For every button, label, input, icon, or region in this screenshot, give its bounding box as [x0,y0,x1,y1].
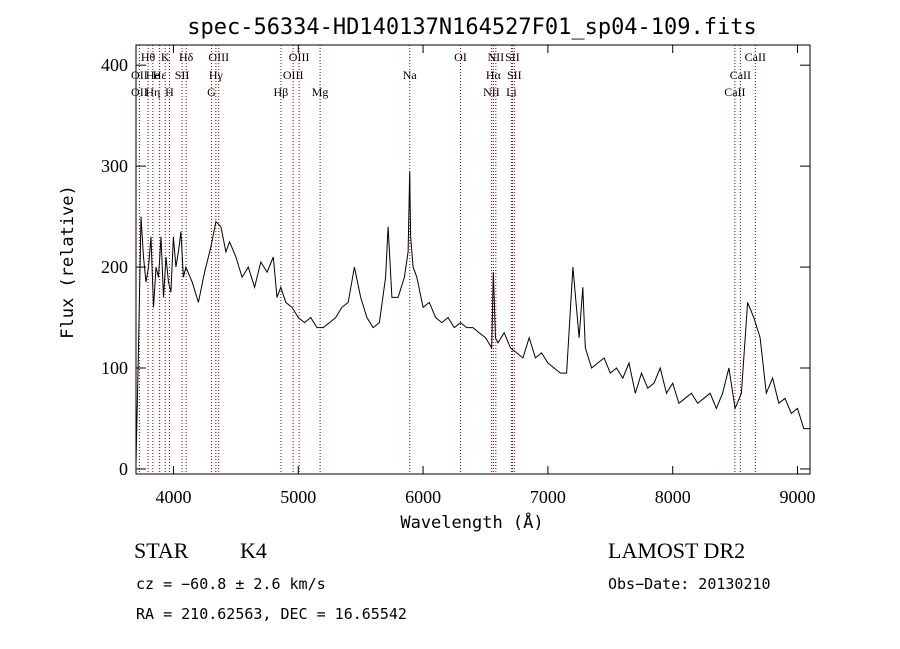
y-tick-label-3: 300 [101,156,128,176]
line-label-21: Hα [486,68,502,82]
line-label-8: H [165,85,174,99]
line-label-9: Hδ [179,50,194,64]
y-tick-label-4: 400 [101,55,128,75]
line-label-2: OII [131,85,148,99]
y-axis-ticks: 0 100 200 300 400 [101,55,810,479]
line-label-7: SII [175,68,190,82]
y-axis-label: Flux (relative) [58,185,78,339]
object-subclass: K4 [240,538,267,563]
spectrum-series-line [135,171,810,464]
line-label-1: OII [131,68,148,82]
line-label-24: Li [506,85,517,99]
redshift-cz: cz = −60.8 ± 2.6 km/s [136,575,326,593]
y-tick-label-2: 200 [101,257,128,277]
x-tick-label-0: 4000 [155,487,191,507]
x-tick-label-2: 6000 [405,487,441,507]
line-label-6: Hε [153,68,167,82]
x-tick-label-1: 5000 [280,487,316,507]
line-label-27: CaII [724,85,745,99]
line-label-0: Hθ [141,50,156,64]
spectral-line-markers [138,45,756,474]
survey-name: LAMOST DR2 [608,538,745,563]
y-tick-label-1: 100 [101,358,128,378]
line-label-22: SII [507,68,522,82]
x-tick-label-5: 9000 [780,487,816,507]
line-label-14: OIII [283,68,304,82]
line-label-13: OIII [289,50,310,64]
line-label-18: OI [454,50,467,64]
line-label-25: CaII [745,50,766,64]
line-label-20: SII [505,50,520,64]
observation-date: Obs−Date: 20130210 [608,575,771,593]
y-tick-label-0: 0 [119,459,128,479]
x-tick-label-3: 7000 [530,487,566,507]
line-label-12: G [207,85,216,99]
object-class: STAR [134,538,189,563]
line-label-10: OIII [208,50,229,64]
plot-frame [135,44,811,475]
line-label-3: He [146,68,160,82]
coordinates: RA = 210.62563, DEC = 16.65542 [136,605,407,623]
line-label-11: Hγ [209,68,224,82]
x-tick-label-4: 8000 [655,487,691,507]
line-label-5: K [161,50,170,64]
line-label-4: Hη [145,85,160,99]
line-label-19: NII [488,50,505,64]
x-axis-ticks: 4000 5000 6000 7000 8000 9000 [155,45,816,507]
line-label-17: Na [403,68,418,82]
line-label-23: NII [483,85,500,99]
line-label-16: Mg [312,85,329,99]
chart-title: spec-56334-HD140137N164527F01_sp04-109.f… [187,15,757,40]
x-axis-label: Wavelength (Å) [400,511,543,533]
line-label-26: CaII [730,68,751,82]
line-label-15: Hβ [274,85,289,99]
